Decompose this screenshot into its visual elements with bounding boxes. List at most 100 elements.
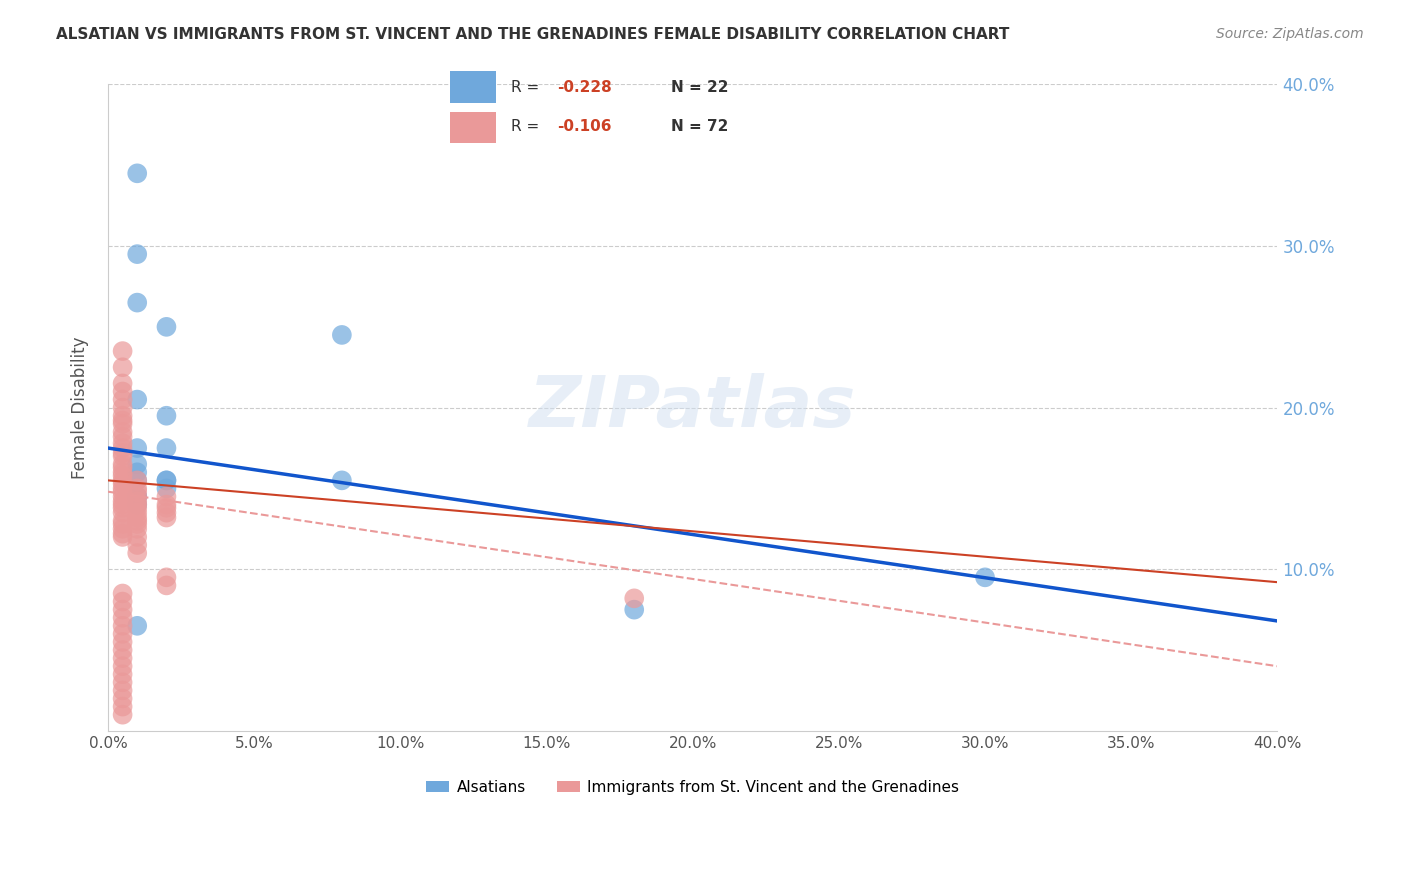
Point: [111, 376, 134, 391]
Y-axis label: Female Disability: Female Disability: [72, 336, 89, 479]
Point: [330, 327, 353, 342]
Point: [111, 490, 134, 504]
Point: [111, 430, 134, 444]
Point: [111, 651, 134, 665]
Text: R =: R =: [512, 120, 544, 134]
Point: [111, 460, 134, 475]
Point: [111, 449, 134, 463]
Point: [127, 457, 149, 471]
Point: [111, 675, 134, 690]
Point: [111, 635, 134, 649]
Point: [111, 344, 134, 359]
Point: [155, 500, 177, 515]
Point: [111, 436, 134, 450]
Point: [111, 474, 134, 488]
Point: [155, 474, 177, 488]
Point: [111, 707, 134, 722]
Point: [111, 627, 134, 641]
Point: [127, 498, 149, 512]
Point: [111, 482, 134, 496]
Text: R =: R =: [512, 80, 544, 95]
Point: [111, 392, 134, 407]
Point: [155, 482, 177, 496]
Point: [111, 401, 134, 415]
Point: [111, 384, 134, 399]
Point: [111, 526, 134, 541]
Point: [127, 619, 149, 633]
Point: [111, 667, 134, 681]
Bar: [450, 112, 496, 143]
Point: [127, 510, 149, 524]
Point: [127, 516, 149, 531]
Point: [155, 498, 177, 512]
Point: [127, 522, 149, 536]
Point: [111, 360, 134, 375]
Point: [127, 484, 149, 499]
Point: [127, 465, 149, 479]
Point: [127, 546, 149, 560]
Point: [111, 484, 134, 499]
Point: [127, 441, 149, 455]
Point: [127, 538, 149, 552]
Text: Source: ZipAtlas.com: Source: ZipAtlas.com: [1216, 27, 1364, 41]
Point: [127, 295, 149, 310]
Point: [155, 506, 177, 520]
Point: [111, 516, 134, 531]
Point: [155, 409, 177, 423]
Text: N = 22: N = 22: [671, 80, 728, 95]
Point: [111, 643, 134, 657]
Point: [111, 494, 134, 508]
Point: [111, 522, 134, 536]
Point: [623, 591, 645, 606]
Point: [111, 530, 134, 544]
Text: -0.228: -0.228: [557, 80, 612, 95]
Point: [111, 476, 134, 491]
Point: [127, 490, 149, 504]
Point: [127, 530, 149, 544]
Text: N = 72: N = 72: [671, 120, 728, 134]
Point: [111, 441, 134, 455]
Point: [111, 514, 134, 528]
Point: [111, 446, 134, 460]
Bar: [450, 71, 496, 103]
Point: [127, 490, 149, 504]
Point: [155, 578, 177, 592]
Point: [127, 500, 149, 515]
Point: [111, 468, 134, 483]
Point: [127, 474, 149, 488]
Text: -0.106: -0.106: [557, 120, 612, 134]
Point: [111, 498, 134, 512]
Point: [127, 506, 149, 520]
Point: [155, 474, 177, 488]
Point: [974, 570, 997, 584]
Point: [127, 490, 149, 504]
Point: [111, 619, 134, 633]
Point: [111, 602, 134, 616]
Point: [111, 413, 134, 427]
Text: ZIPatlas: ZIPatlas: [529, 373, 856, 442]
Point: [111, 500, 134, 515]
Point: [330, 474, 353, 488]
Point: [111, 586, 134, 600]
Point: [111, 506, 134, 520]
Point: [127, 474, 149, 488]
Point: [155, 490, 177, 504]
Point: [127, 166, 149, 180]
Point: [111, 594, 134, 608]
Point: [155, 319, 177, 334]
Point: [127, 482, 149, 496]
Point: [127, 247, 149, 261]
Point: [155, 510, 177, 524]
Point: [111, 425, 134, 439]
Point: [127, 514, 149, 528]
Point: [127, 494, 149, 508]
Point: [111, 699, 134, 714]
Point: [111, 417, 134, 431]
Point: [111, 409, 134, 423]
Legend: Alsatians, Immigrants from St. Vincent and the Grenadines: Alsatians, Immigrants from St. Vincent a…: [420, 773, 966, 801]
Point: [111, 683, 134, 698]
Point: [623, 602, 645, 616]
Point: [155, 441, 177, 455]
Point: [111, 611, 134, 625]
Point: [111, 465, 134, 479]
